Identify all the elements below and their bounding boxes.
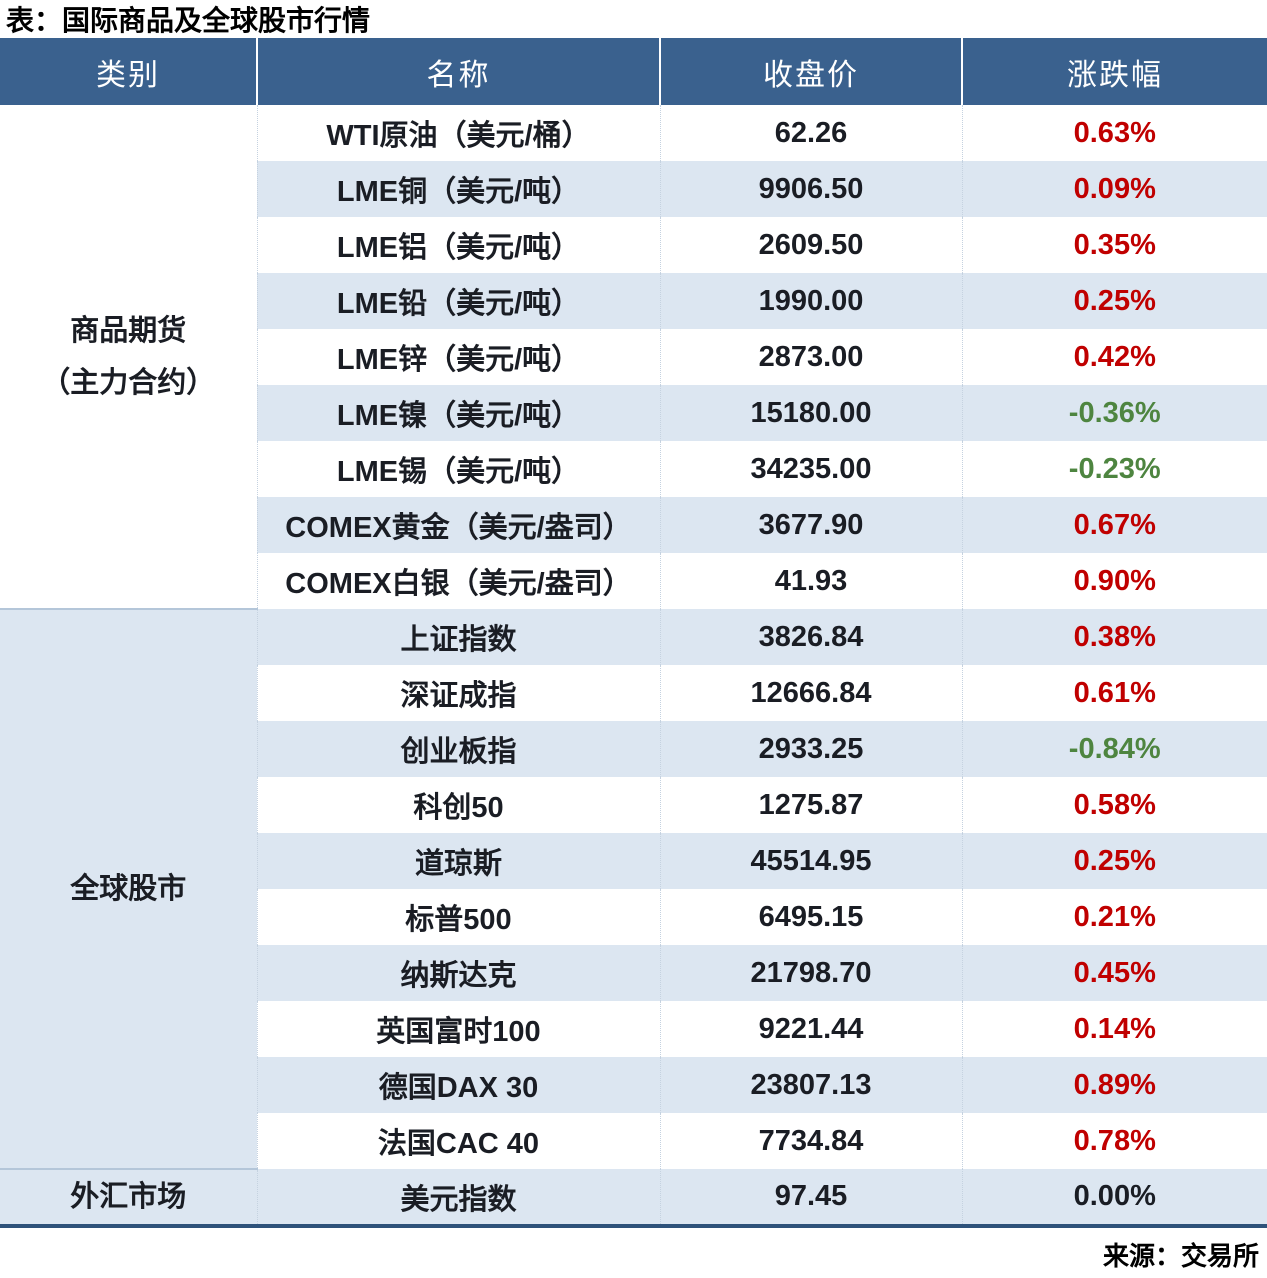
table-row: 标普500 6495.15 0.21%	[0, 889, 1267, 945]
name-cell: LME铝（美元/吨）	[256, 217, 660, 273]
table-row: 商品期货 （主力合约） WTI原油（美元/桶） 62.26 0.63%	[0, 105, 1267, 609]
table-row: LME镍（美元/吨） 15180.00 -0.36%	[0, 385, 1267, 441]
name-cell: LME锡（美元/吨）	[256, 441, 660, 497]
close-price-cell: 3677.90	[659, 497, 962, 553]
change-percent-cell: 0.58%	[961, 777, 1267, 833]
table-row: LME铅（美元/吨） 1990.00 0.25%	[0, 273, 1267, 329]
close-price-cell: 3826.84	[659, 609, 962, 665]
change-percent-cell: 0.25%	[961, 273, 1267, 329]
change-percent-cell: 0.09%	[961, 161, 1267, 217]
table-row: 全球股市 上证指数 3826.84 0.38%	[0, 608, 1267, 1169]
change-percent-cell: -0.36%	[961, 385, 1267, 441]
table-row: COMEX白银（美元/盎司） 41.93 0.90%	[0, 553, 1267, 609]
close-price-cell: 45514.95	[659, 833, 962, 889]
category-cell: 商品期货 （主力合约）	[0, 105, 257, 609]
close-price-cell: 7734.84	[659, 1113, 962, 1169]
table-row: 英国富时100 9221.44 0.14%	[0, 1001, 1267, 1057]
change-percent-cell: 0.25%	[961, 833, 1267, 889]
table-row: LME锡（美元/吨） 34235.00 -0.23%	[0, 441, 1267, 497]
table-row: LME铜（美元/吨） 9906.50 0.09%	[0, 161, 1267, 217]
table-row: 深证成指 12666.84 0.61%	[0, 665, 1267, 721]
quotes-table: 类别 名称 收盘价 涨跌幅 商品期货 （主力合约） WTI原油（美元/桶） 62.26…	[0, 38, 1267, 1228]
table-row: LME铝（美元/吨） 2609.50 0.35%	[0, 217, 1267, 273]
close-price-cell: 23807.13	[659, 1057, 962, 1113]
name-cell: 英国富时100	[256, 1001, 660, 1057]
close-price-cell: 62.26	[659, 105, 962, 161]
column-header-close: 收盘价	[659, 38, 962, 105]
column-header-change: 涨跌幅	[961, 38, 1267, 105]
close-price-cell: 2933.25	[659, 721, 962, 777]
change-percent-cell: 0.45%	[961, 945, 1267, 1001]
close-price-cell: 9906.50	[659, 161, 962, 217]
table-body: 商品期货 （主力合约） WTI原油（美元/桶） 62.26 0.63% LME铜（美元/吨…	[0, 105, 1267, 1226]
table-row: 德国DAX 30 23807.13 0.89%	[0, 1057, 1267, 1113]
name-cell: 标普500	[256, 889, 660, 945]
close-price-cell: 12666.84	[659, 665, 962, 721]
name-cell: 道琼斯	[256, 833, 660, 889]
name-cell: 美元指数	[256, 1169, 660, 1226]
table-row: 纳斯达克 21798.70 0.45%	[0, 945, 1267, 1001]
category-cell: 全球股市	[0, 608, 257, 1169]
close-price-cell: 97.45	[659, 1169, 962, 1226]
close-price-cell: 6495.15	[659, 889, 962, 945]
name-cell: 深证成指	[256, 665, 660, 721]
name-cell: LME铅（美元/吨）	[256, 273, 660, 329]
change-percent-cell: 0.90%	[961, 553, 1267, 609]
table-row: 创业板指 2933.25 -0.84%	[0, 721, 1267, 777]
change-percent-cell: 0.42%	[961, 329, 1267, 385]
change-percent-cell: 0.63%	[961, 105, 1267, 161]
close-price-cell: 9221.44	[659, 1001, 962, 1057]
change-percent-cell: 0.89%	[961, 1057, 1267, 1113]
name-cell: LME镍（美元/吨）	[256, 385, 660, 441]
category-label-line: （主力合约）	[41, 366, 216, 399]
name-cell: COMEX黄金（美元/盎司）	[256, 497, 660, 553]
table-row: 科创50 1275.87 0.58%	[0, 777, 1267, 833]
table-row: 道琼斯 45514.95 0.25%	[0, 833, 1267, 889]
change-percent-cell: 0.35%	[961, 217, 1267, 273]
close-price-cell: 41.93	[659, 553, 962, 609]
category-label-line: 外汇市场	[70, 1181, 187, 1213]
category-label-line: 全球股市	[70, 873, 187, 905]
column-header-category: 类别	[0, 38, 257, 105]
close-price-cell: 1990.00	[659, 273, 962, 329]
close-price-cell: 34235.00	[659, 441, 962, 497]
header-row: 类别 名称 收盘价 涨跌幅	[0, 38, 1267, 105]
name-cell: 创业板指	[256, 721, 660, 777]
name-cell: 上证指数	[256, 609, 660, 665]
table-row: LME锌（美元/吨） 2873.00 0.42%	[0, 329, 1267, 385]
change-percent-cell: 0.78%	[961, 1113, 1267, 1169]
change-percent-cell: -0.23%	[961, 441, 1267, 497]
source-note: 来源：交易所	[1102, 1241, 1259, 1271]
name-cell: COMEX白银（美元/盎司）	[256, 553, 660, 609]
category-cell: 外汇市场	[0, 1168, 257, 1226]
name-cell: 纳斯达克	[256, 945, 660, 1001]
name-cell: 法国CAC 40	[256, 1113, 660, 1169]
name-cell: WTI原油（美元/桶）	[256, 105, 660, 161]
close-price-cell: 2609.50	[659, 217, 962, 273]
change-percent-cell: -0.84%	[961, 721, 1267, 777]
table-header: 类别 名称 收盘价 涨跌幅	[0, 38, 1267, 105]
change-percent-cell: 0.38%	[961, 609, 1267, 665]
category-label-line: 商品期货	[70, 314, 187, 347]
close-price-cell: 1275.87	[659, 777, 962, 833]
close-price-cell: 15180.00	[659, 385, 962, 441]
table-row: 法国CAC 40 7734.84 0.78%	[0, 1113, 1267, 1169]
name-cell: LME锌（美元/吨）	[256, 329, 660, 385]
change-percent-cell: 0.14%	[961, 1001, 1267, 1057]
change-percent-cell: 0.61%	[961, 665, 1267, 721]
name-cell: 德国DAX 30	[256, 1057, 660, 1113]
close-price-cell: 2873.00	[659, 329, 962, 385]
page-title: 表：国际商品及全球股市行情	[6, 5, 371, 36]
name-cell: 科创50	[256, 777, 660, 833]
table-row: 外汇市场 美元指数 97.45 0.00%	[0, 1168, 1267, 1226]
table-row: COMEX黄金（美元/盎司） 3677.90 0.67%	[0, 497, 1267, 553]
name-cell: LME铜（美元/吨）	[256, 161, 660, 217]
close-price-cell: 21798.70	[659, 945, 962, 1001]
change-percent-cell: 0.21%	[961, 889, 1267, 945]
column-header-name: 名称	[256, 38, 660, 105]
change-percent-cell: 0.00%	[961, 1169, 1267, 1226]
change-percent-cell: 0.67%	[961, 497, 1267, 553]
